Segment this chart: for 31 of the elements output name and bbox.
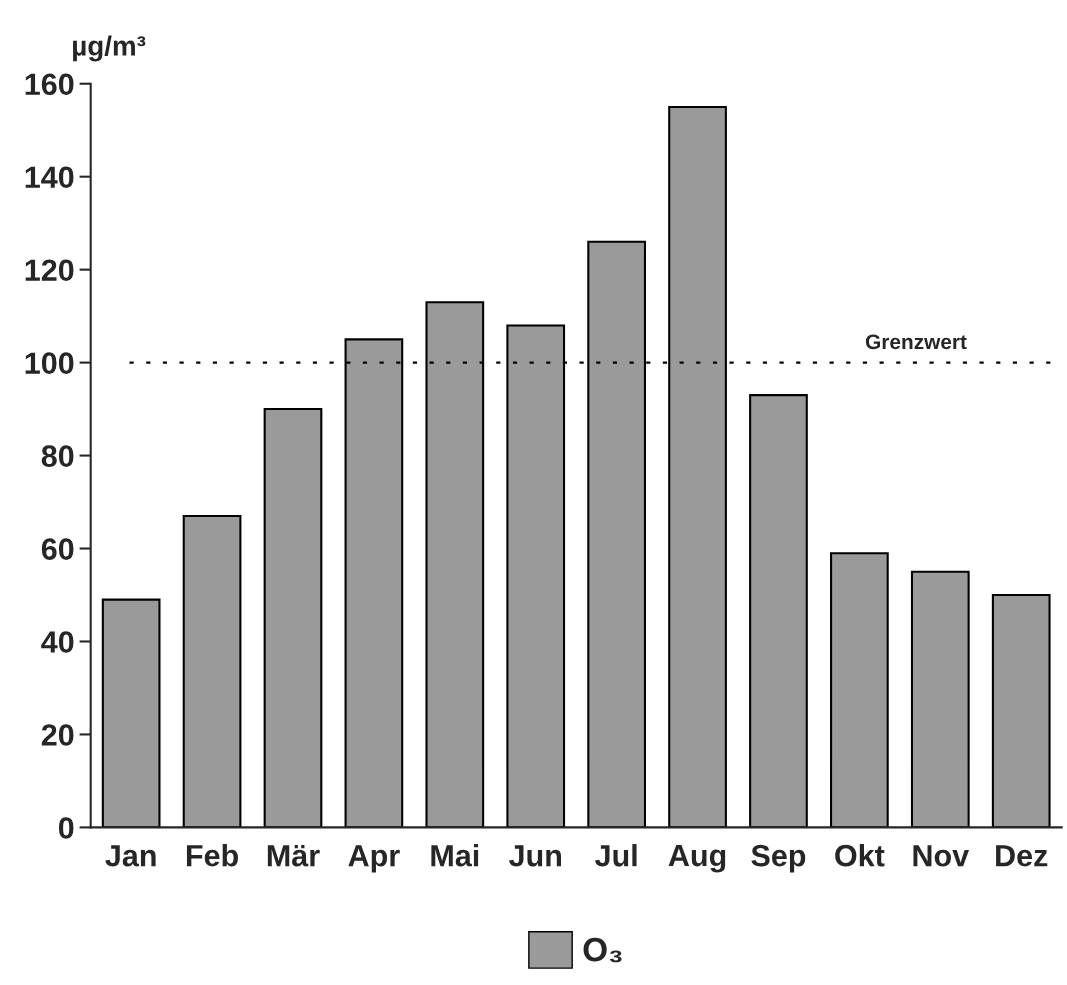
x-tick-label: Mai — [431, 844, 479, 867]
bar — [830, 552, 889, 828]
x-tick-label: Dez — [996, 845, 1048, 867]
x-tick-label: Jun — [509, 845, 561, 867]
x-tick-label: Feb — [186, 844, 238, 867]
bar — [910, 570, 970, 828]
y-tick-label: 40 — [41, 631, 74, 653]
x-tick-label: Jan — [105, 845, 156, 867]
x-tick-label: Nov — [913, 845, 970, 867]
ref-line-label: Grenzwert — [865, 334, 967, 350]
y-tick-label: 20 — [41, 724, 74, 746]
bar — [101, 598, 161, 828]
y-tick-label: 80 — [41, 445, 74, 467]
bar — [182, 514, 242, 828]
bar — [749, 394, 808, 828]
x-tick-label: Jul — [595, 844, 637, 867]
y-tick-label: 120 — [25, 259, 74, 282]
y-tick-label: 0 — [58, 817, 74, 839]
x-tick-label: Sep — [751, 844, 806, 873]
x-tick-label: Mär — [267, 845, 320, 867]
y-tick-label: 60 — [41, 538, 74, 560]
legend-label: O₃ — [583, 937, 622, 963]
y-tick-label: 160 — [25, 73, 74, 96]
y-tick-label: 100 — [25, 352, 74, 374]
y-axis-title: µg/m³ — [73, 35, 146, 62]
y-tick-label: 140 — [25, 166, 74, 189]
bar — [263, 408, 323, 828]
x-tick-label: Okt — [835, 844, 885, 867]
x-tick-label: Aug — [668, 845, 726, 873]
bar — [991, 593, 1051, 828]
x-tick-label: Apr — [348, 845, 400, 873]
